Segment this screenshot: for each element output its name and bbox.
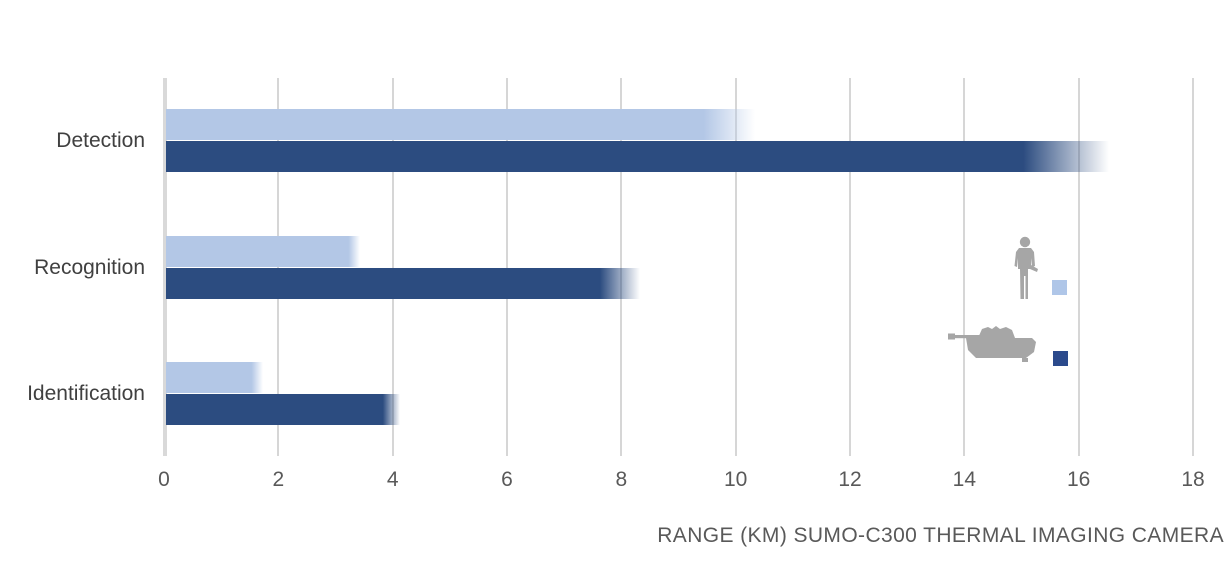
x-tick-label: 18	[1181, 468, 1205, 491]
bar-person-recognition	[166, 235, 361, 267]
legend-swatch-vehicle	[1053, 351, 1068, 366]
category-label-identification: Identification	[27, 382, 145, 405]
bar-vehicle-detection	[166, 141, 1110, 172]
gridline	[1192, 78, 1194, 456]
x-tick-label: 2	[272, 468, 285, 491]
category-label-detection: Detection	[56, 129, 145, 152]
bar-vehicle-recognition	[166, 267, 641, 299]
legend-swatch-person	[1052, 280, 1067, 295]
y-axis-line	[163, 78, 167, 456]
soldier-icon	[1014, 236, 1038, 299]
x-tick-label: 16	[1066, 468, 1091, 491]
bar-person-detection	[166, 109, 755, 140]
gridline	[506, 78, 508, 456]
bar-vehicle-identification	[166, 394, 401, 425]
gridline	[391, 78, 394, 456]
gridline	[963, 78, 966, 456]
gridline	[620, 78, 623, 456]
x-tick-label: 12	[838, 468, 862, 491]
x-tick-label: 6	[501, 468, 513, 491]
gridline	[734, 78, 737, 456]
x-tick-label: 4	[386, 468, 399, 491]
bar-person-identification	[166, 362, 264, 393]
x-tick-label: 14	[952, 468, 976, 491]
gridline	[1077, 78, 1080, 456]
x-tick-label: 0	[158, 468, 170, 491]
x-tick-label: 10	[723, 468, 748, 491]
gridline	[849, 78, 851, 456]
gridline	[277, 78, 280, 456]
x-tick-label: 8	[615, 468, 628, 491]
x-axis-title: RANGE (KM) SUMO-C300 THERMAL IMAGING CAM…	[657, 524, 1224, 547]
category-label-recognition: Recognition	[34, 255, 145, 279]
tank-icon	[948, 326, 1036, 362]
